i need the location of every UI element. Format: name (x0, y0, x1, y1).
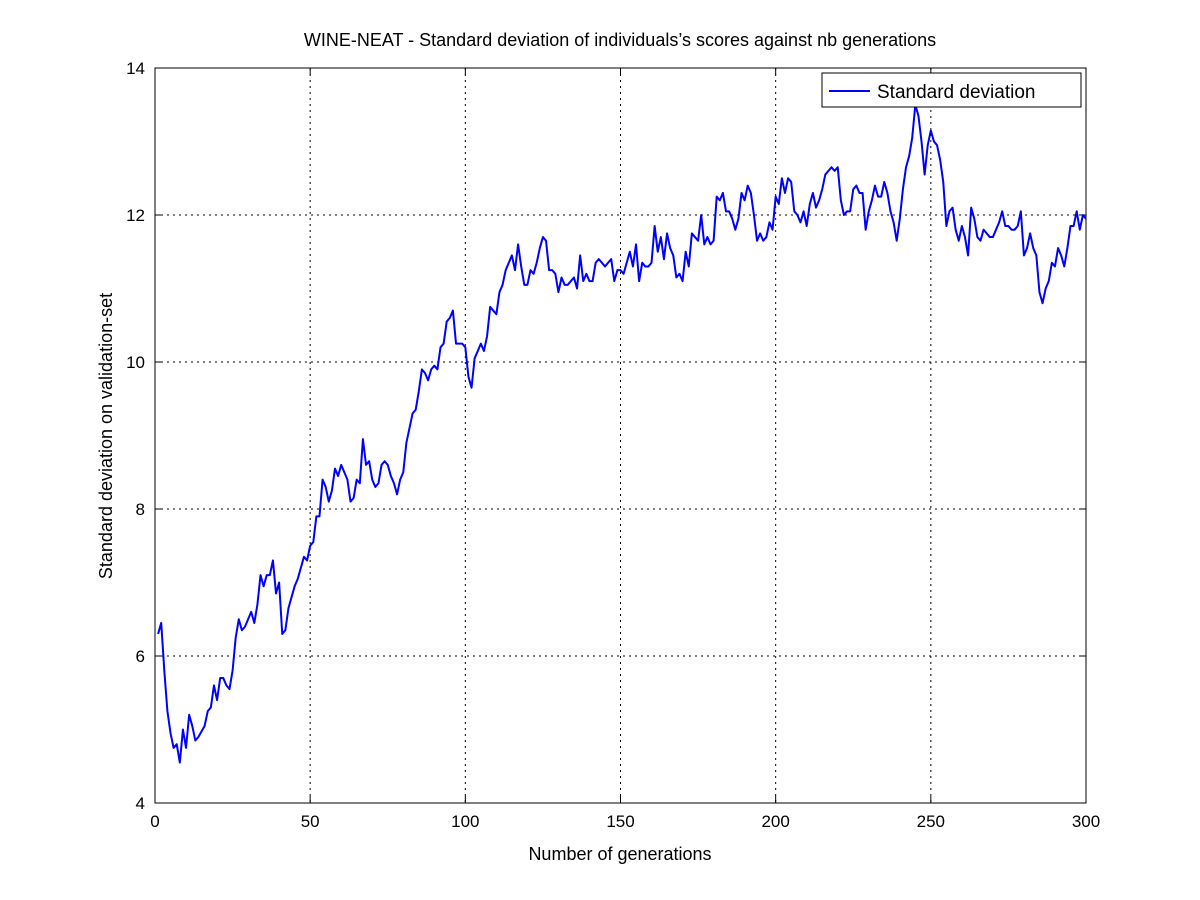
y-tick-label: 12 (126, 206, 145, 225)
y-tick-label: 4 (136, 794, 145, 813)
y-tick-label: 6 (136, 647, 145, 666)
axis-ticks (154, 67, 1087, 804)
y-tick-label: 14 (126, 59, 145, 78)
x-tick-label: 50 (301, 812, 320, 831)
y-tick-label: 10 (126, 353, 145, 372)
grid-lines (155, 68, 1086, 803)
x-tick-label: 0 (150, 812, 159, 831)
series-line-standard-deviation (157, 103, 1087, 764)
x-tick-labels: 0 50 100 150 200 250 300 (150, 812, 1100, 831)
x-tick-label: 150 (606, 812, 634, 831)
y-tick-label: 8 (136, 500, 145, 519)
series-group (157, 103, 1087, 764)
x-tick-label: 300 (1072, 812, 1100, 831)
chart-title: WINE-NEAT - Standard deviation of indivi… (304, 30, 936, 50)
x-axis-label: Number of generations (528, 844, 711, 864)
x-tick-label: 100 (451, 812, 479, 831)
legend-entry: Standard deviation (877, 82, 1035, 103)
x-tick-label: 200 (761, 812, 789, 831)
legend: Standard deviation (821, 72, 1082, 108)
y-axis-label: Standard deviation on validation-set (96, 293, 116, 579)
x-tick-label: 250 (917, 812, 945, 831)
y-tick-labels: 4 6 8 10 12 14 (126, 59, 145, 813)
